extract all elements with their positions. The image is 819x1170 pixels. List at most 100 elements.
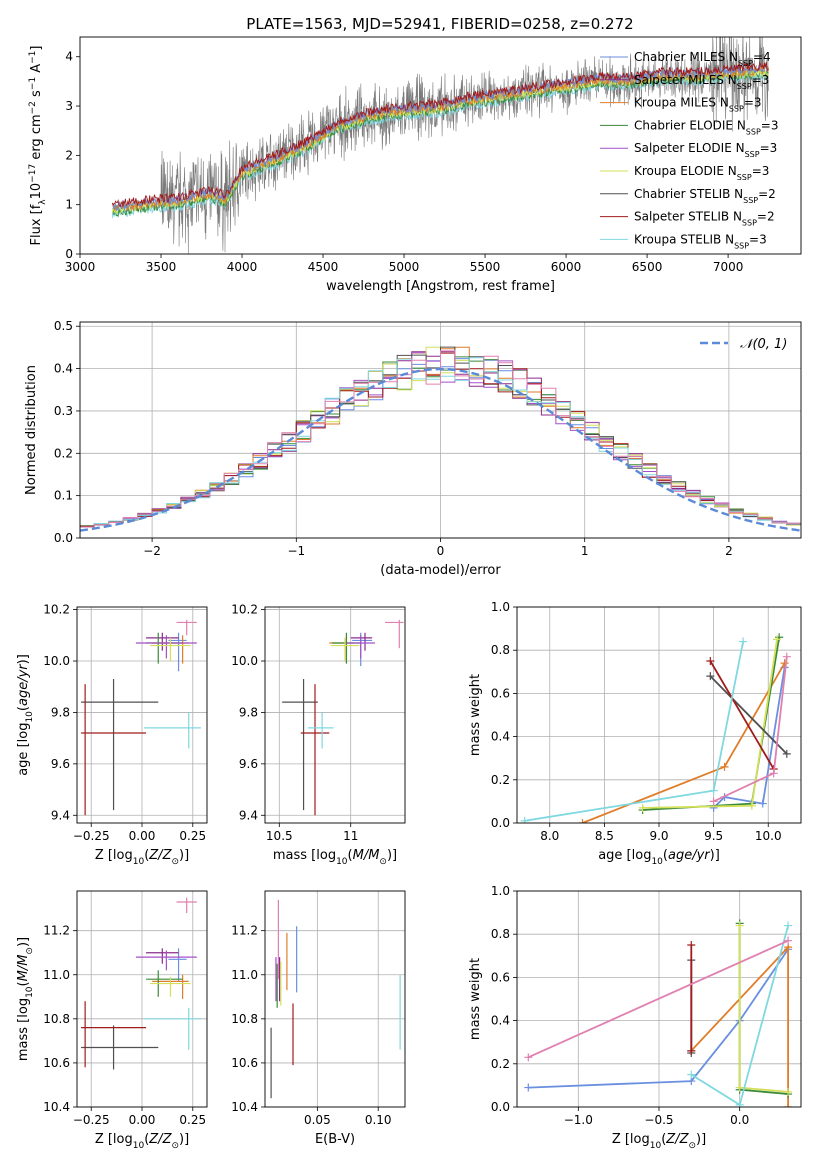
weight-marker [687,941,696,949]
x-axis-label: wavelength [Angstrom, rest frame] [326,279,555,294]
y-axis-label: Normed distribution [24,365,39,495]
legend-entry: Chabrier STELIB NSSP=2 [634,187,776,205]
axes: 0.05 0.10 10.4 10.6 10.8 11.0 11.2 E(B-V) [231,890,406,1147]
weight-marker [782,749,791,758]
panel-residuals: −2 −1 0 1 2 0.0 0.1 0.2 0.3 0.4 0.5 (data-model)/er… [24,319,802,578]
axes: −2 −1 0 1 2 0.0 0.1 0.2 0.3 0.4 0.5 (data-model)/er… [24,319,802,578]
errorbar-point [350,632,373,651]
x-tick-label: 0.25 [179,829,206,843]
grid [77,891,207,1108]
weight-line [709,675,788,755]
errorbar-point [346,635,375,659]
errorbar-point [282,679,318,811]
legend-entry: Chabrier ELODIE NSSP=3 [634,118,778,136]
y-tick-label: 0.8 [491,643,510,657]
errorbar-point [81,679,159,811]
weight-marker [706,657,715,665]
y-tick-label: 10.4 [231,1100,258,1114]
legend-entry: Salpeter STELIB NSSP=2 [634,210,775,228]
legend: 𝒩(0, 1) [700,337,787,352]
x-tick-label: 4500 [308,260,339,274]
axes-frame [264,606,406,824]
y-tick-label: 0.4 [491,1014,510,1028]
errorbar-point [329,635,354,664]
x-tick-label: −1.0 [564,1113,593,1127]
x-tick-label: 10.5 [266,829,293,843]
x-tick-label: 5500 [470,260,501,274]
axes: −0.25 0.00 0.25 10.4 10.6 10.8 11.0 11.2 Z [log1… [16,890,208,1151]
y-tick-label: 10.0 [43,654,70,668]
normal-curve [80,367,801,532]
x-tick-label: 9.0 [649,829,668,843]
y-tick-label: 10.4 [43,1100,70,1114]
errorbar-point [300,684,330,816]
errorbar-point [81,1025,159,1070]
plot-area [282,619,404,816]
y-tick-label: 9.8 [51,705,70,719]
errorbar-point [307,712,334,749]
errorbar-point [81,684,147,816]
y-tick-label: 9.6 [239,757,258,771]
plot-area [81,619,201,816]
x-tick-label: 8.0 [540,829,559,843]
grid [265,891,405,1108]
errorbar-point [385,619,404,649]
axes-frame [516,890,802,1108]
weight-marker [638,803,647,812]
y-tick-label: 11.0 [231,968,258,982]
y-tick-label: 0.0 [491,1100,510,1114]
weight-marker [772,635,781,644]
y-tick-label: 0.1 [54,489,73,503]
x-tick-label: 0.25 [179,1113,206,1127]
axes-frame [76,606,208,824]
weight-marker [735,1100,744,1107]
errorbar-point [150,637,191,661]
model-line [112,66,770,212]
x-tick-label: 7000 [713,260,744,274]
y-tick-label: 11.2 [43,924,70,938]
y-axis-label: age [log10(age/yr)] [16,654,35,776]
errorbar-point [176,897,197,914]
x-axis-label: (data-model)/error [380,563,501,578]
errorbar-point [150,976,191,997]
x-tick-label: −0.5 [644,1113,673,1127]
plot-area [111,37,770,254]
y-tick-label: 0.2 [491,773,510,787]
weight-line [527,939,789,1059]
x-tick-label: 4000 [227,260,258,274]
weight-marker [782,652,791,661]
weight-marker [720,762,729,771]
x-tick-label: −1 [287,544,305,558]
y-tick-label: 10.8 [231,1012,258,1026]
weight-marker [739,637,748,646]
y-tick-label: 4 [65,50,73,64]
y-tick-label: 3 [65,99,73,113]
y-tick-label: 0.2 [54,446,73,460]
y-axis-label: mass [log10(M/M⊙)] [16,937,35,1061]
weight-marker [709,797,718,806]
weight-line [528,948,789,1089]
x-tick-label: 0.00 [129,829,156,843]
errorbar-point [146,632,179,651]
y-tick-label: 0.6 [491,970,510,984]
x-tick-label: 11 [343,829,358,843]
y-tick-label: 0.8 [491,927,510,941]
y-tick-label: 0.0 [491,816,510,830]
panel-mass-vs-ebv: 0.05 0.10 10.4 10.6 10.8 11.0 11.2 E(B-V) [231,890,406,1147]
errorbar-point [135,950,197,971]
x-axis-label: age [log10(age/yr)] [598,848,720,867]
errorbar-point [81,1001,147,1068]
y-tick-label: 1.0 [491,600,510,614]
weight-marker [784,921,793,930]
x-axis-label: mass [log10(M/M⊙)] [273,848,397,867]
legend-entry: Chabrier MILES NSSP=4 [634,50,771,68]
weight-line [709,660,775,770]
axes: 10.5 11 9.4 9.6 9.8 10.0 10.2 mass [log10(M/M⊙)… [231,603,406,867]
y-tick-label: 9.6 [51,757,70,771]
grid [77,607,207,823]
weight-marker [784,1103,793,1107]
y-tick-label: 10.8 [43,1012,70,1026]
weight-marker [784,1087,793,1096]
legend-entry: Kroupa ELODIE NSSP=3 [634,164,769,182]
y-tick-label: 11.2 [231,924,258,938]
